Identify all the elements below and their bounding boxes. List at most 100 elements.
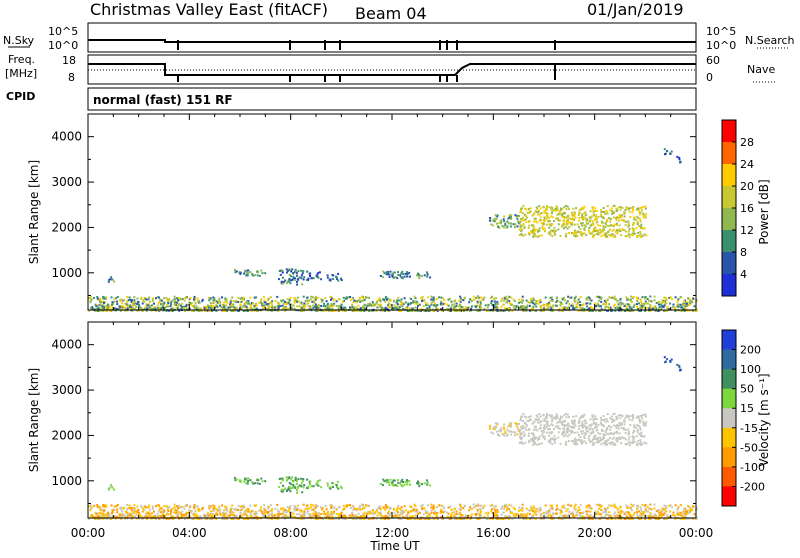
ground-scatter-cell xyxy=(133,296,135,298)
ground-scatter-cell xyxy=(151,304,153,306)
echo-cell xyxy=(397,274,399,276)
ground-scatter-cell xyxy=(630,504,632,506)
echo-cell xyxy=(551,235,553,237)
ground-scatter-cell xyxy=(521,510,523,512)
echo-cell xyxy=(426,479,428,481)
ground-scatter-cell xyxy=(680,512,682,514)
ground-scatter-cell xyxy=(126,296,128,298)
echo-cell xyxy=(597,424,599,426)
ground-scatter-cell xyxy=(456,513,458,515)
echo-cell xyxy=(553,428,555,430)
echo-cell xyxy=(382,484,384,486)
ground-scatter-cell xyxy=(643,514,645,516)
echo-cell xyxy=(642,213,644,215)
echo-cell xyxy=(108,488,110,490)
echo-cell xyxy=(257,482,259,484)
ground-scatter-cell xyxy=(246,301,248,303)
ground-scatter-cell xyxy=(321,301,323,303)
ground-scatter-cell xyxy=(589,303,591,305)
echo-cell xyxy=(624,212,626,214)
ground-scatter-cell xyxy=(351,304,353,306)
ground-scatter-cell xyxy=(233,306,235,308)
ground-scatter-cell xyxy=(545,297,547,299)
echo-cell xyxy=(528,435,530,437)
echo-cell xyxy=(514,223,516,225)
nsearch-label: N.Search xyxy=(745,34,795,47)
echo-cell xyxy=(535,418,537,420)
echo-cell xyxy=(606,232,608,234)
ground-scatter-cell xyxy=(570,305,572,307)
ground-scatter-cell xyxy=(367,505,369,507)
ground-scatter-cell xyxy=(494,506,496,508)
ground-scatter-cell xyxy=(537,300,539,302)
echo-cell xyxy=(592,222,594,224)
ground-scatter-cell xyxy=(508,504,510,506)
ground-scatter-cell xyxy=(236,515,238,517)
ground-scatter-cell xyxy=(454,300,456,302)
ground-scatter-cell xyxy=(582,308,584,310)
echo-cell xyxy=(595,422,597,424)
echo-cell xyxy=(257,479,259,481)
ground-scatter-cell xyxy=(533,297,535,299)
echo-cell xyxy=(327,485,329,487)
ground-scatter-cell xyxy=(162,303,164,305)
ground-scatter-cell xyxy=(111,512,113,514)
ground-scatter-cell xyxy=(680,304,682,306)
ground-scatter-cell xyxy=(400,300,402,302)
ground-scatter-cell xyxy=(298,513,300,515)
ground-scatter-cell xyxy=(388,306,390,308)
nsky-label: N.Sky xyxy=(3,34,35,47)
echo-cell xyxy=(565,236,567,238)
echo-cell xyxy=(330,280,332,282)
ground-scatter-cell xyxy=(307,510,309,512)
echo-cell xyxy=(574,211,576,213)
ground-scatter-cell xyxy=(278,511,280,513)
echo-cell xyxy=(290,478,292,480)
ground-scatter-cell xyxy=(675,504,677,506)
ground-scatter-cell xyxy=(646,307,648,309)
echo-cell xyxy=(245,274,247,276)
echo-cell xyxy=(527,420,529,422)
echo-cell xyxy=(565,205,567,207)
ground-scatter-cell xyxy=(123,299,125,301)
ground-scatter-cell xyxy=(93,505,95,507)
echo-cell xyxy=(611,225,613,227)
ground-scatter-cell xyxy=(361,296,363,298)
echo-cell xyxy=(585,432,587,434)
echo-cell xyxy=(591,414,593,416)
echo-cell xyxy=(611,415,613,417)
ground-scatter-cell xyxy=(117,296,119,298)
echo-cell xyxy=(520,434,522,436)
echo-cell xyxy=(301,482,303,484)
ground-scatter-cell xyxy=(105,505,107,507)
echo-cell xyxy=(597,231,599,233)
echo-cell xyxy=(679,158,681,160)
echo-cell xyxy=(584,426,586,428)
ground-scatter-cell xyxy=(595,305,597,307)
ground-scatter-cell xyxy=(529,513,531,515)
echo-cell xyxy=(644,435,646,437)
ground-scatter-cell xyxy=(276,504,278,506)
ground-scatter-cell xyxy=(458,300,460,302)
ground-scatter-cell xyxy=(641,510,643,512)
echo-cell xyxy=(592,444,594,446)
ground-scatter-cell xyxy=(663,297,665,299)
ground-scatter-cell xyxy=(669,303,671,305)
ground-scatter-cell xyxy=(552,300,554,302)
echo-cell xyxy=(332,278,334,280)
ground-scatter-cell xyxy=(672,514,674,516)
ground-scatter-cell xyxy=(338,516,340,518)
echo-cell xyxy=(535,437,537,439)
ground-scatter-cell xyxy=(107,304,109,306)
ground-scatter-cell xyxy=(673,304,675,306)
ground-scatter-cell xyxy=(149,308,151,310)
ground-scatter-cell xyxy=(496,301,498,303)
echo-cell xyxy=(550,215,552,217)
echo-cell xyxy=(533,429,535,431)
echo-cell xyxy=(548,206,550,208)
ground-scatter-cell xyxy=(100,302,102,304)
echo-cell xyxy=(567,206,569,208)
echo-cell xyxy=(327,274,329,276)
ground-scatter-cell xyxy=(689,304,691,306)
echo-cell xyxy=(239,273,241,275)
